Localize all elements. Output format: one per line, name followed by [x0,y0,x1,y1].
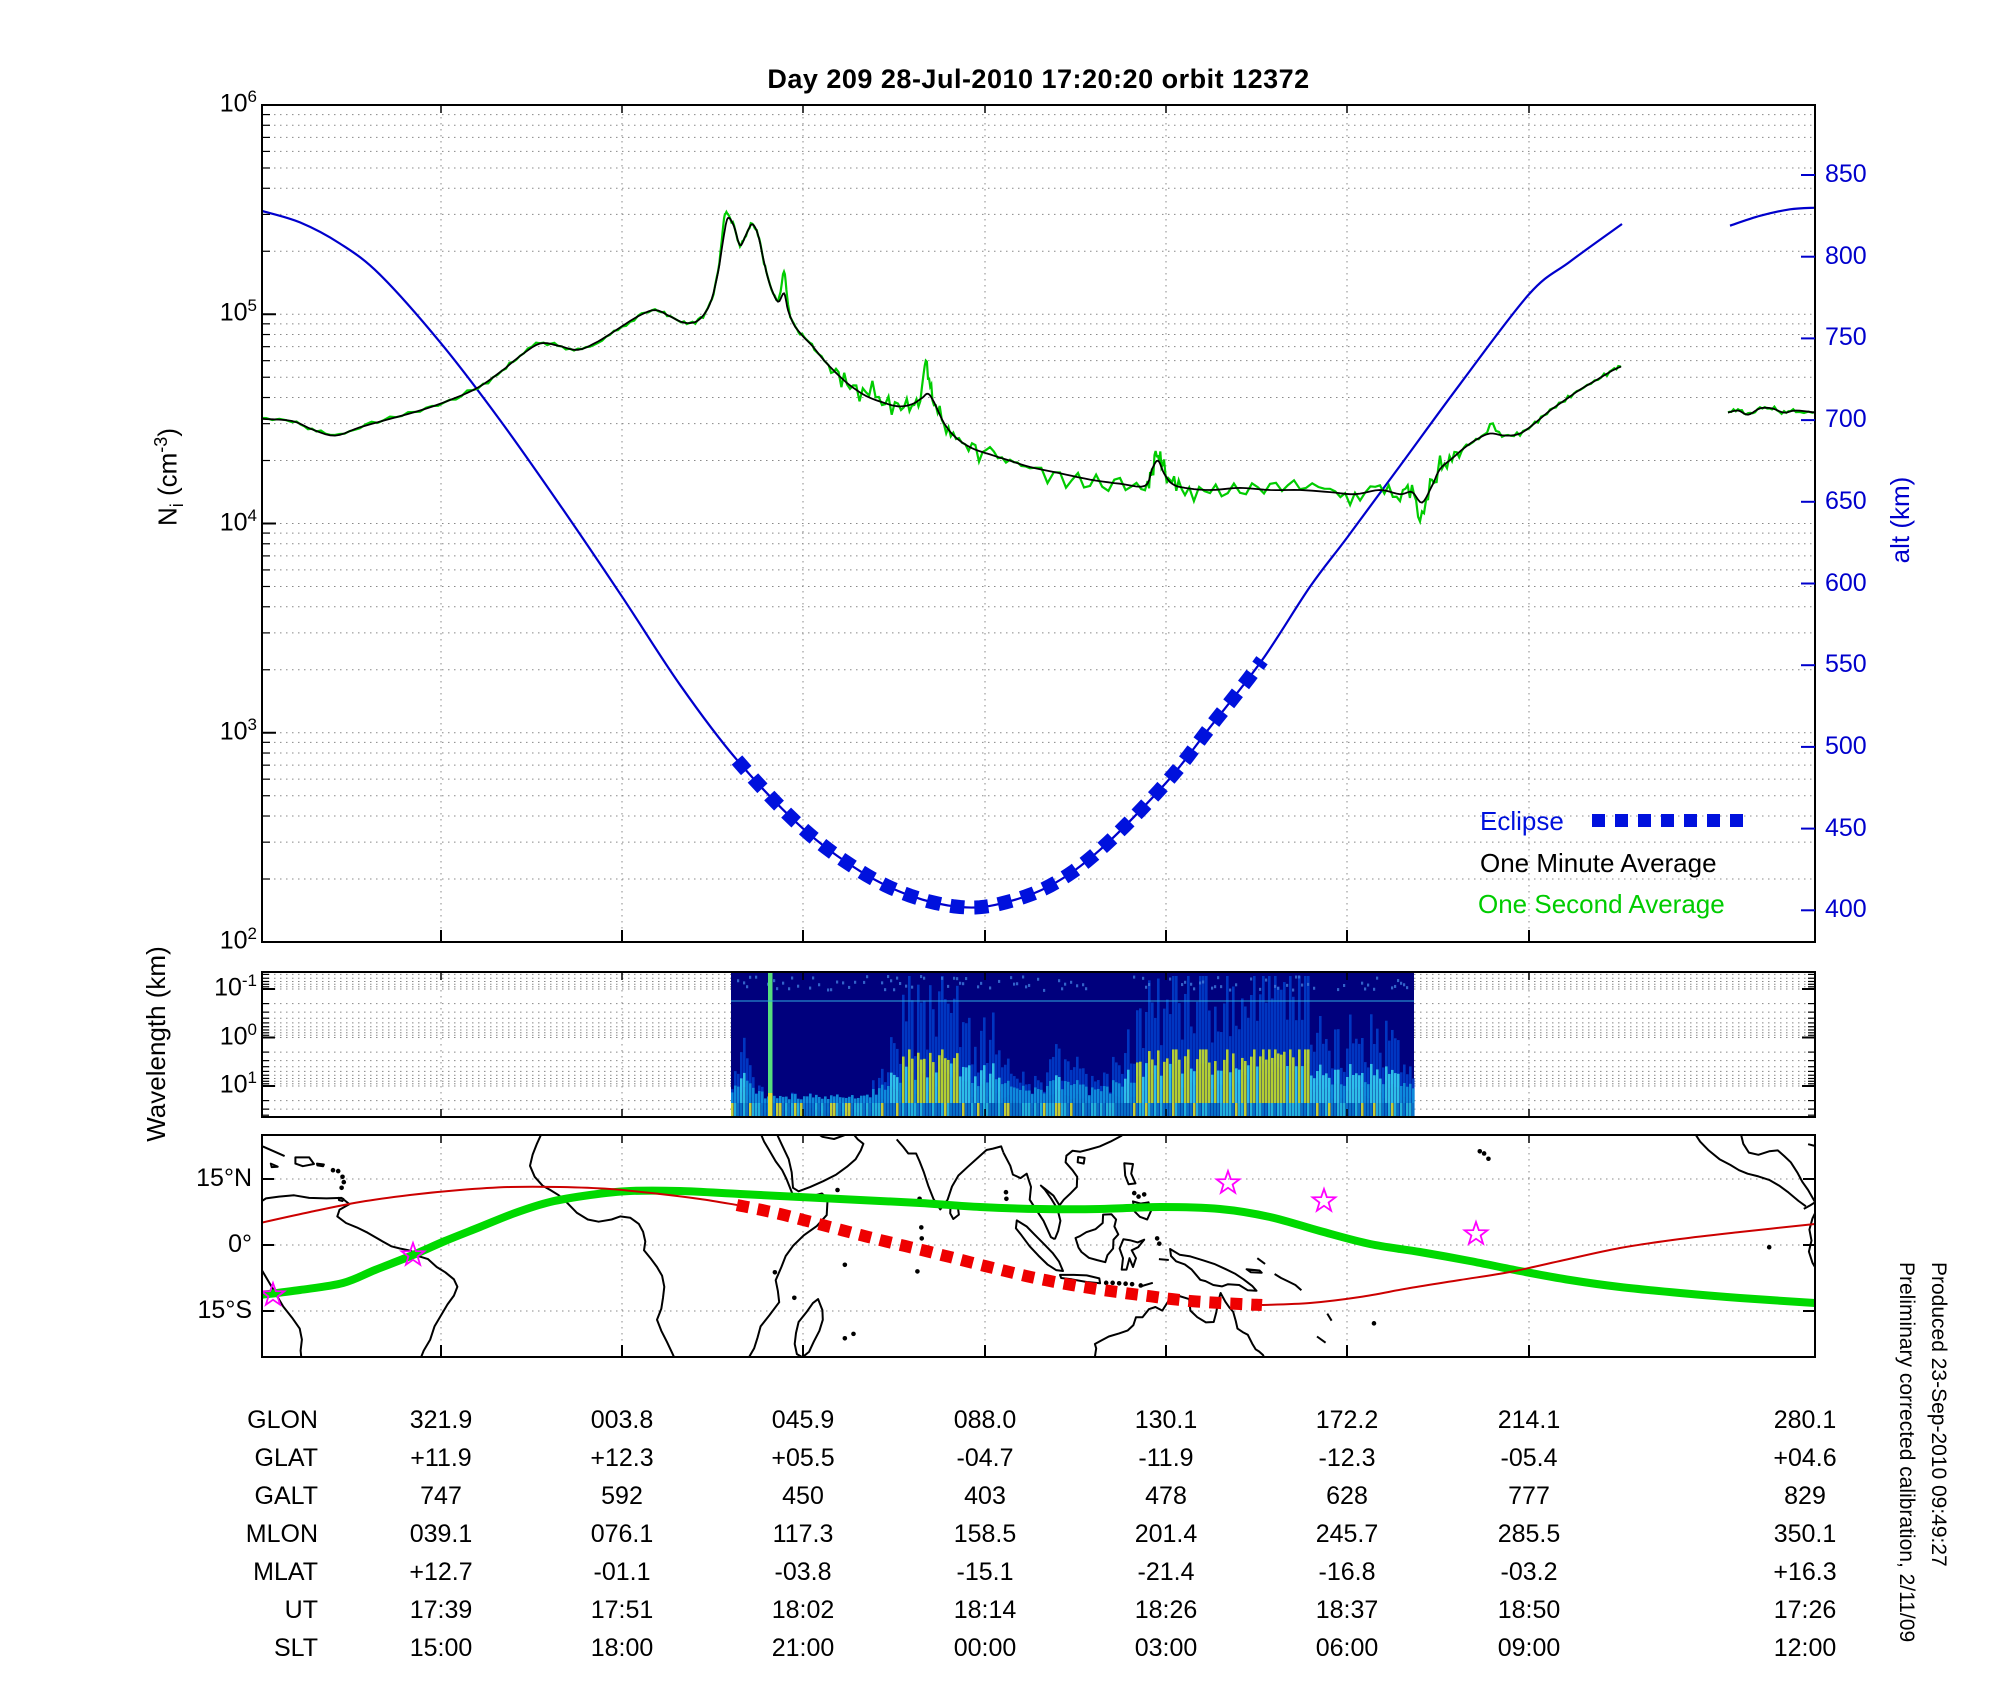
alt-tick-label: 800 [1825,241,1867,270]
table-cell-glon: 088.0 [953,1406,1017,1434]
alt-tick-label: 400 [1825,895,1867,924]
table-cell-slt: 21:00 [771,1634,835,1662]
table-cell-slt: 18:00 [590,1634,654,1662]
wavelength-tick-label: 101 [219,1068,257,1099]
map-lat-label: 15°S [197,1296,252,1324]
alt-tick-label: 650 [1825,486,1867,515]
table-cell-glat: +11.9 [410,1444,472,1472]
ni-tick-label: 106 [219,87,257,118]
legend-eclipse-label: Eclipse [1480,806,1564,836]
table-row-label-galt: GALT [254,1482,318,1510]
table-cell-galt: 747 [420,1482,462,1510]
table-cell-slt: 06:00 [1315,1634,1379,1662]
table-cell-galt: 829 [1784,1482,1826,1510]
ni-tick-label: 105 [219,296,257,327]
table-cell-mlat: +16.3 [1773,1558,1837,1586]
table-cell-slt: 12:00 [1773,1634,1837,1662]
wavelength-tick-label: 100 [219,1019,257,1050]
table-cell-glon: 214.1 [1497,1406,1561,1434]
table-cell-mlon: 158.5 [953,1520,1017,1548]
table-cell-slt: 00:00 [953,1634,1017,1662]
table-cell-glon: 280.1 [1773,1406,1837,1434]
table-row-label-ut: UT [284,1596,318,1624]
table-cell-mlon: 076.1 [590,1520,654,1548]
alt-tick-label: 850 [1825,160,1867,188]
table-cell-mlon: 039.1 [409,1520,473,1548]
table-cell-slt: 09:00 [1497,1634,1561,1662]
wavelength-tick-label: 10-1 [214,971,257,1002]
table-cell-mlon: 350.1 [1773,1520,1837,1548]
table-cell-mlat: -01.1 [593,1558,651,1586]
table-cell-mlat: +12.7 [409,1558,473,1586]
ni-tick-label: 102 [219,924,257,955]
table-cell-galt: 403 [964,1482,1006,1510]
table-cell-slt: 03:00 [1134,1634,1198,1662]
table-cell-glon: 172.2 [1315,1406,1379,1434]
table-cell-mlat: -21.4 [1137,1558,1195,1586]
table-cell-glat: +05.5 [771,1444,835,1472]
alt-tick-label: 700 [1825,405,1867,434]
table-cell-glon: 045.9 [771,1406,835,1434]
table-cell-galt: 592 [601,1482,643,1510]
table-row-label-mlat: MLAT [253,1558,318,1586]
alt-tick-label: 550 [1825,650,1867,679]
table-cell-ut: 18:50 [1497,1596,1561,1624]
table-cell-ut: 18:26 [1134,1596,1198,1624]
table-cell-glat: +12.3 [590,1444,654,1472]
table-cell-mlat: -15.1 [956,1558,1014,1586]
table-cell-ut: 17:26 [1773,1596,1837,1624]
table-cell-glat: -12.3 [1318,1444,1376,1472]
map-lat-label: 0° [228,1230,252,1258]
table-cell-ut: 18:14 [953,1596,1017,1624]
table-cell-mlat: -03.8 [774,1558,832,1586]
table-cell-mlon: 285.5 [1497,1520,1561,1548]
table-cell-glon: 130.1 [1134,1406,1198,1434]
table-cell-ut: 18:02 [771,1596,835,1624]
table-cell-glon: 003.8 [590,1406,654,1434]
legend-eclipse-swatch [1592,814,1748,827]
table-cell-galt: 628 [1326,1482,1368,1510]
alt-tick-label: 600 [1825,568,1867,597]
plot-title: Day 209 28-Jul-2010 17:20:20 orbit 12372 [767,64,1310,94]
table-cell-glat: -05.4 [1500,1444,1558,1472]
table-cell-mlat: -16.8 [1318,1558,1376,1586]
alt-tick-label: 450 [1825,813,1867,842]
table-cell-glat: -11.9 [1138,1444,1194,1472]
ni-tick-label: 103 [219,714,257,746]
table-row-label-glat: GLAT [254,1444,318,1472]
table-row-label-slt: SLT [274,1634,318,1662]
table-cell-glat: -04.7 [956,1444,1014,1472]
table-cell-mlon: 117.3 [772,1520,834,1548]
table-cell-glon: 321.9 [409,1406,473,1434]
table-cell-galt: 450 [782,1482,824,1510]
table-row-label-glon: GLON [247,1406,318,1434]
table-cell-galt: 478 [1145,1482,1187,1510]
alt-tick-label: 500 [1825,731,1867,760]
legend-one-second-label: One Second Average [1478,889,1725,919]
table-cell-ut: 18:37 [1315,1596,1379,1624]
legend-one-minute-label: One Minute Average [1480,848,1717,878]
table-cell-glat: +04.6 [1773,1444,1837,1472]
table-cell-slt: 15:00 [409,1634,473,1662]
table-row-label-mlon: MLON [245,1520,318,1548]
ni-tick-label: 104 [219,505,257,536]
table-cell-mlon: 245.7 [1315,1520,1379,1548]
alt-tick-label: 750 [1825,323,1867,352]
table-cell-mlon: 201.4 [1134,1520,1198,1548]
table-cell-ut: 17:39 [409,1596,473,1624]
map-lat-label: 15°N [196,1164,252,1192]
table-cell-mlat: -03.2 [1500,1558,1558,1586]
table-cell-ut: 17:51 [590,1596,654,1624]
table-cell-galt: 777 [1508,1482,1550,1510]
